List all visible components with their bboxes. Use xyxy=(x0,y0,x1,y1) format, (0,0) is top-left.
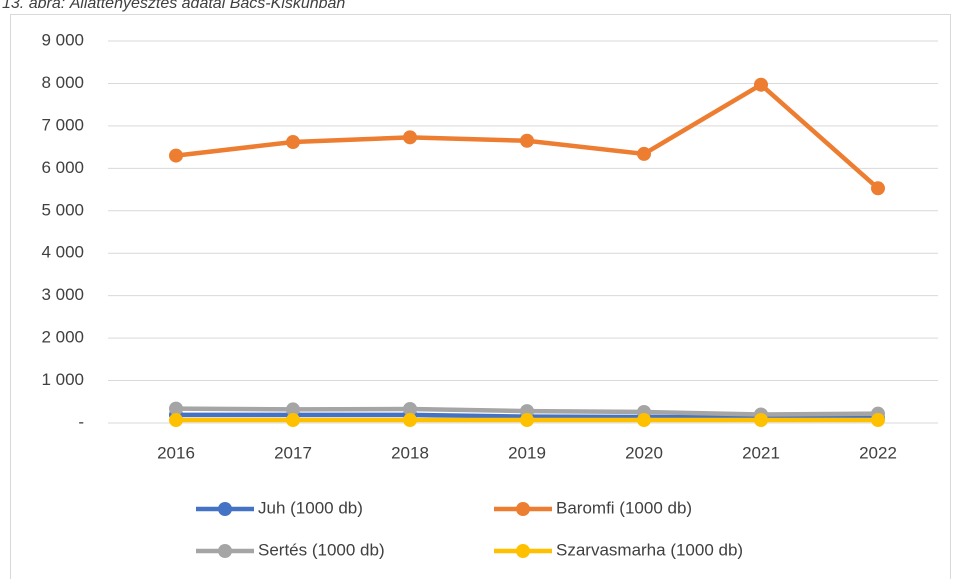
chart-title: 13. ábra: Állattenyésztés adatai Bács-Ki… xyxy=(2,0,345,12)
point xyxy=(637,146,651,161)
y-tick-label: 4 000 xyxy=(41,243,84,262)
legend-marker xyxy=(516,502,530,516)
x-tick-label: 2020 xyxy=(625,443,663,462)
point xyxy=(403,130,417,145)
point xyxy=(286,135,300,150)
legend-marker xyxy=(218,544,232,558)
y-tick-label: - xyxy=(78,412,84,431)
x-tick-label: 2016 xyxy=(157,443,195,462)
point xyxy=(754,77,768,92)
point xyxy=(169,413,183,428)
point xyxy=(403,413,417,428)
point xyxy=(169,148,183,163)
point xyxy=(520,413,534,428)
legend-label: Szarvasmarha (1000 db) xyxy=(556,540,743,559)
legend-marker xyxy=(218,502,232,516)
x-tick-label: 2018 xyxy=(391,443,429,462)
y-tick-label: 6 000 xyxy=(41,158,84,177)
point xyxy=(871,413,885,428)
x-tick-label: 2022 xyxy=(859,443,897,462)
legend-label: Baromfi (1000 db) xyxy=(556,498,692,517)
chart-border xyxy=(10,14,951,579)
y-tick-label: 3 000 xyxy=(41,285,84,304)
x-tick-label: 2019 xyxy=(508,443,546,462)
point xyxy=(754,413,768,428)
legend-label: Sertés (1000 db) xyxy=(258,540,385,559)
legend-marker xyxy=(516,544,530,558)
legend-label: Juh (1000 db) xyxy=(258,498,363,517)
x-tick-label: 2017 xyxy=(274,443,312,462)
y-tick-label: 7 000 xyxy=(41,115,84,134)
point xyxy=(169,401,183,416)
point xyxy=(871,181,885,196)
point xyxy=(520,133,534,148)
x-tick-label: 2021 xyxy=(742,443,780,462)
y-tick-label: 8 000 xyxy=(41,73,84,92)
y-tick-label: 9 000 xyxy=(41,30,84,49)
point xyxy=(286,402,300,417)
point xyxy=(637,413,651,428)
y-tick-label: 5 000 xyxy=(41,200,84,219)
point xyxy=(286,413,300,428)
y-tick-label: 1 000 xyxy=(41,370,84,389)
point xyxy=(403,401,417,416)
y-tick-label: 2 000 xyxy=(41,328,84,347)
